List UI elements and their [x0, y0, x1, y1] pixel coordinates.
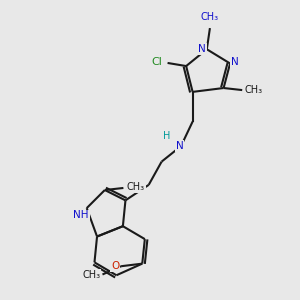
Text: H: H	[163, 131, 170, 141]
Text: CH₃: CH₃	[201, 12, 219, 22]
Text: CH₃: CH₃	[82, 270, 101, 280]
Text: N: N	[198, 44, 206, 54]
Text: NH: NH	[73, 210, 89, 220]
Text: O: O	[111, 261, 119, 271]
Text: N: N	[176, 141, 184, 151]
Text: Cl: Cl	[151, 57, 162, 67]
Text: N: N	[231, 57, 239, 67]
Text: CH₃: CH₃	[127, 182, 145, 193]
Text: CH₃: CH₃	[245, 85, 263, 95]
